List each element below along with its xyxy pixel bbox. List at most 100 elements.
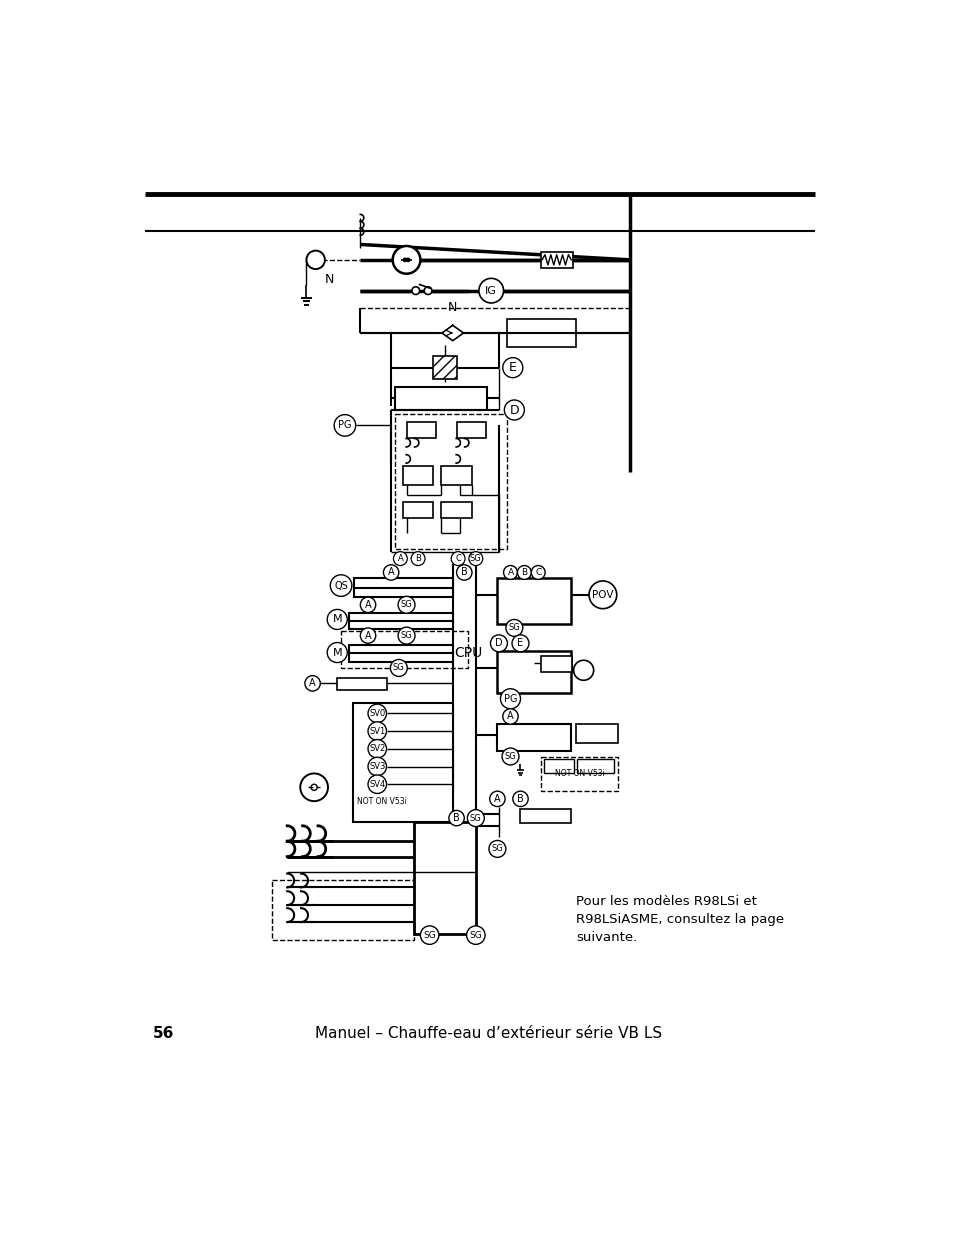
Circle shape — [490, 635, 507, 652]
Bar — [433, 356, 456, 379]
Circle shape — [449, 810, 464, 826]
Text: SG: SG — [400, 631, 412, 640]
Circle shape — [327, 609, 347, 630]
Circle shape — [424, 287, 432, 294]
Bar — [506, 319, 576, 347]
Circle shape — [504, 400, 524, 420]
Text: D: D — [495, 638, 502, 648]
Text: QS: QS — [334, 580, 348, 590]
Circle shape — [397, 597, 415, 614]
Text: 56: 56 — [153, 1026, 174, 1041]
Circle shape — [406, 258, 409, 262]
Bar — [440, 503, 472, 517]
Bar — [576, 724, 618, 743]
Circle shape — [368, 740, 386, 758]
Circle shape — [502, 358, 522, 378]
Text: A: A — [364, 631, 371, 641]
Circle shape — [512, 635, 528, 652]
Bar — [456, 421, 485, 438]
Text: SG: SG — [491, 845, 503, 853]
Circle shape — [420, 926, 438, 945]
Text: IG: IG — [485, 285, 497, 295]
Text: SG: SG — [470, 814, 481, 823]
Text: SG: SG — [504, 752, 516, 761]
Text: NOT ON V53i: NOT ON V53i — [555, 769, 604, 778]
Text: A: A — [494, 794, 500, 804]
Text: E: E — [517, 638, 523, 648]
Text: M: M — [332, 615, 342, 625]
Text: B: B — [453, 813, 459, 823]
Bar — [497, 724, 570, 751]
Circle shape — [300, 773, 328, 802]
Text: A: A — [397, 555, 403, 563]
Circle shape — [393, 552, 407, 566]
Text: D: D — [509, 404, 518, 416]
Circle shape — [513, 792, 528, 806]
Circle shape — [505, 620, 522, 636]
Text: SV0: SV0 — [369, 709, 385, 718]
Circle shape — [397, 627, 415, 645]
Text: B: B — [460, 567, 467, 578]
Circle shape — [467, 810, 484, 826]
Circle shape — [330, 574, 352, 597]
Bar — [402, 466, 433, 485]
Bar — [341, 631, 468, 668]
Bar — [336, 678, 387, 690]
Circle shape — [456, 564, 472, 580]
Circle shape — [368, 721, 386, 740]
Text: SV1: SV1 — [369, 726, 385, 736]
Circle shape — [517, 566, 531, 579]
Text: SG: SG — [423, 931, 436, 940]
Text: CPU: CPU — [454, 646, 482, 659]
Circle shape — [412, 287, 419, 294]
Circle shape — [305, 676, 320, 692]
Bar — [440, 466, 472, 485]
Text: A: A — [507, 711, 514, 721]
Bar — [395, 387, 487, 410]
Bar — [395, 414, 506, 548]
Text: SG: SG — [400, 600, 412, 609]
Circle shape — [478, 278, 503, 303]
Text: B: B — [415, 555, 420, 563]
Circle shape — [500, 689, 520, 709]
Bar — [540, 757, 618, 792]
Circle shape — [489, 792, 504, 806]
Circle shape — [503, 566, 517, 579]
Circle shape — [360, 597, 375, 613]
Bar — [520, 809, 570, 823]
Text: B: B — [517, 794, 523, 804]
Text: SV4: SV4 — [369, 779, 385, 789]
Text: SG: SG — [508, 624, 519, 632]
Bar — [349, 645, 453, 662]
Bar — [414, 823, 476, 934]
Text: C: C — [455, 555, 460, 563]
Text: A: A — [364, 600, 371, 610]
Circle shape — [360, 627, 375, 643]
Circle shape — [368, 776, 386, 793]
Text: E: E — [508, 361, 517, 374]
Circle shape — [588, 580, 616, 609]
Circle shape — [327, 642, 347, 662]
Circle shape — [466, 926, 484, 945]
Bar — [272, 879, 414, 940]
Text: PG: PG — [503, 694, 517, 704]
Circle shape — [531, 566, 544, 579]
Text: B: B — [520, 568, 527, 577]
Circle shape — [334, 415, 355, 436]
Text: A: A — [507, 568, 513, 577]
Text: NOT ON V53i: NOT ON V53i — [356, 797, 406, 805]
Text: Pour les modèles R98LSi et
R98LSiASME, consultez la page
suivante.: Pour les modèles R98LSi et R98LSiASME, c… — [576, 895, 783, 944]
Bar — [349, 613, 453, 630]
Text: POV: POV — [592, 590, 613, 600]
Circle shape — [451, 552, 464, 566]
Text: A: A — [309, 678, 315, 688]
Bar — [406, 421, 436, 438]
Text: N: N — [325, 273, 334, 285]
Text: M: M — [332, 647, 342, 657]
Bar — [543, 758, 574, 773]
Text: Manuel – Chauffe-eau d’extérieur série VB LS: Manuel – Chauffe-eau d’extérieur série V… — [315, 1026, 661, 1041]
Polygon shape — [441, 325, 463, 341]
Circle shape — [368, 704, 386, 722]
Circle shape — [393, 246, 420, 274]
Circle shape — [488, 841, 505, 857]
